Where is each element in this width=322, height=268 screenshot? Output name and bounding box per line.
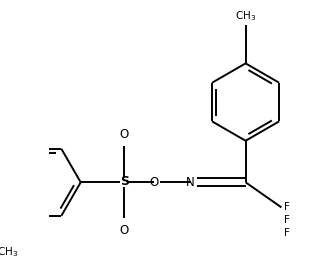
Text: S: S — [120, 175, 129, 188]
Text: N: N — [186, 176, 195, 189]
Text: O: O — [120, 224, 129, 237]
Text: CH$_3$: CH$_3$ — [0, 245, 18, 259]
Text: O: O — [120, 128, 129, 141]
Text: CH$_3$: CH$_3$ — [235, 10, 256, 24]
Text: F: F — [284, 215, 290, 225]
Text: F: F — [284, 202, 290, 213]
Text: F: F — [284, 228, 290, 238]
Text: O: O — [149, 176, 158, 189]
